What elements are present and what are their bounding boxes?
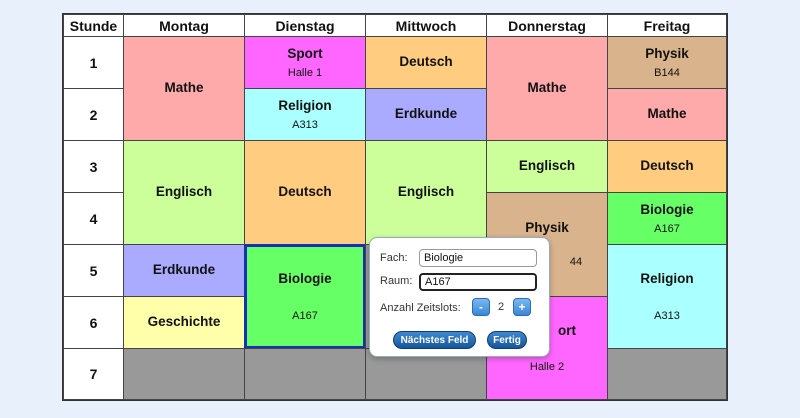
next-field-button[interactable]: Nächstes Feld [393,331,476,349]
lesson-freitag-physik[interactable]: Physik B144 [607,36,727,89]
header-day-dienstag: Dienstag [244,14,366,37]
hour-7: 7 [63,348,124,400]
header-day-mittwoch: Mittwoch [365,14,487,37]
lesson-dienstag-biologie-selected[interactable]: Biologie A167 [244,244,366,349]
lesson-freitag-deutsch[interactable]: Deutsch [607,140,727,193]
header-hour: Stunde [63,14,124,37]
lesson-dienstag-deutsch[interactable]: Deutsch [244,140,366,245]
header-day-freitag: Freitag [607,14,727,37]
lesson-dienstag-sport[interactable]: Sport Halle 1 [244,36,366,89]
lesson-dienstag-empty[interactable] [244,348,366,400]
hour-4: 4 [63,192,124,245]
raum-input[interactable] [419,273,537,291]
lesson-mittwoch-erdkunde[interactable]: Erdkunde [365,88,487,141]
lesson-donnerstag-englisch[interactable]: Englisch [486,140,608,193]
lesson-freitag-empty[interactable] [607,348,727,400]
lesson-freitag-religion[interactable]: Religion A313 [607,244,727,349]
slots-increment-button[interactable]: + [513,298,531,316]
header-day-montag: Montag [123,14,245,37]
lesson-montag-mathe[interactable]: Mathe [123,36,245,141]
hour-2: 2 [63,88,124,141]
lesson-freitag-biologie[interactable]: Biologie A167 [607,192,727,245]
lesson-montag-empty[interactable] [123,348,245,400]
lesson-donnerstag-mathe[interactable]: Mathe [486,36,608,141]
slots-label: Anzahl Zeitslots: [380,302,461,314]
lesson-mittwoch-deutsch[interactable]: Deutsch [365,36,487,89]
done-button[interactable]: Fertig [487,331,527,349]
lesson-dienstag-religion[interactable]: Religion A313 [244,88,366,141]
hour-1: 1 [63,36,124,89]
header-day-donnerstag: Donnerstag [486,14,608,37]
hour-3: 3 [63,140,124,193]
lesson-mittwoch-englisch[interactable]: Englisch [365,140,487,245]
lesson-editor-popup: Fach: Raum: Anzahl Zeitslots: - 2 + Näch… [369,237,550,357]
lesson-montag-geschichte[interactable]: Geschichte [123,296,245,349]
lesson-freitag-mathe[interactable]: Mathe [607,88,727,141]
fach-label: Fach: [380,252,408,264]
slots-value: 2 [498,301,505,313]
lesson-montag-englisch[interactable]: Englisch [123,140,245,245]
hour-5: 5 [63,244,124,297]
fach-input[interactable] [419,249,537,267]
hour-6: 6 [63,296,124,349]
lesson-montag-erdkunde[interactable]: Erdkunde [123,244,245,297]
raum-label: Raum: [380,275,413,287]
slots-decrement-button[interactable]: - [472,298,490,316]
